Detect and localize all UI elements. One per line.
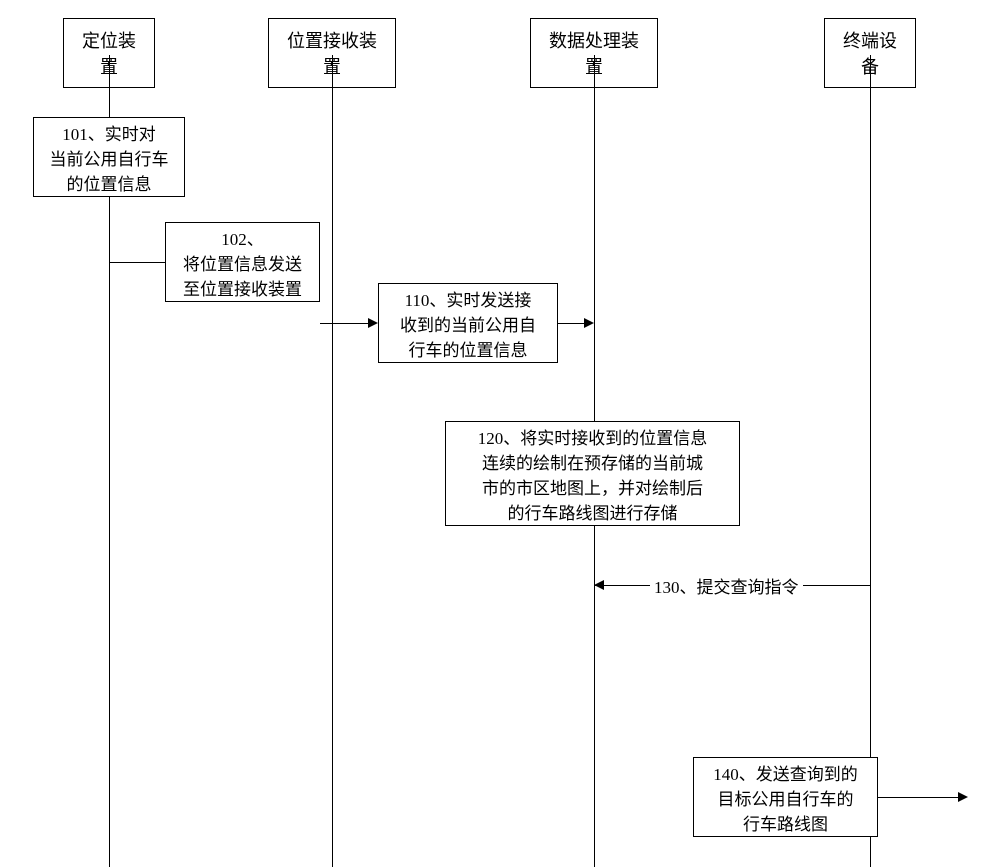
- lifeline-2: [332, 55, 333, 867]
- arrow-4-label: 130、提交查询指令: [650, 573, 803, 598]
- arrow-5: [878, 797, 960, 798]
- box-110: 110、实时发送接 收到的当前公用自 行车的位置信息: [378, 283, 558, 363]
- box-101: 101、实时对 当前公用自行车 的位置信息: [33, 117, 185, 197]
- arrow-2-head: [368, 318, 378, 328]
- box-140: 140、发送查询到的 目标公用自行车的 行车路线图: [693, 757, 878, 837]
- arrow-3: [558, 323, 586, 324]
- arrow-2: [320, 323, 370, 324]
- lifeline-4: [870, 55, 871, 867]
- arrow-5-head: [958, 792, 968, 802]
- arrow-1: [109, 262, 165, 263]
- box-120: 120、将实时接收到的位置信息 连续的绘制在预存储的当前城 市的市区地图上，并对…: [445, 421, 740, 526]
- box-102: 102、 将位置信息发送 至位置接收装置: [165, 222, 320, 302]
- arrow-3-head: [584, 318, 594, 328]
- arrow-4-head: [594, 580, 604, 590]
